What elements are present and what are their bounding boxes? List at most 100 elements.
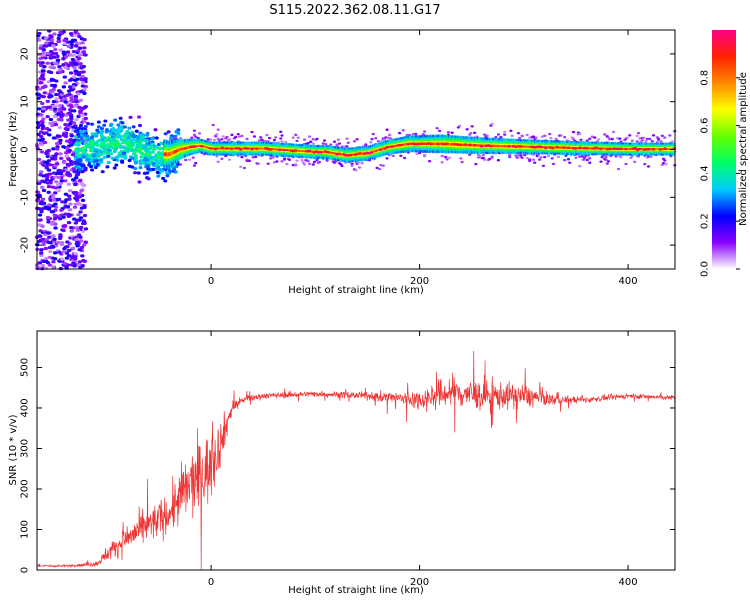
spectrogram-cell xyxy=(58,172,63,176)
spectrogram-cell xyxy=(50,193,56,197)
spectrogram-cell xyxy=(163,132,168,136)
spectrogram-cell xyxy=(86,144,91,148)
spectrogram-cell xyxy=(267,136,272,140)
spectrogram-cell xyxy=(112,149,117,154)
spectrogram-cell xyxy=(336,138,340,141)
spectrogram-cell xyxy=(44,237,50,242)
spectrogram-cell xyxy=(75,244,80,248)
spectrogram-cell xyxy=(63,97,68,101)
spectrogram-cell xyxy=(649,155,653,158)
spectrogram-cell xyxy=(70,38,76,42)
spectrogram-cell xyxy=(80,221,86,226)
spectrogram-cell xyxy=(379,163,383,167)
spectrogram-cell xyxy=(215,133,219,136)
spectrogram-cell xyxy=(478,154,482,158)
spectrogram-cell xyxy=(52,83,58,88)
spectrogram-cell xyxy=(648,137,652,141)
spectrogram-cell xyxy=(82,146,87,150)
spectrogram-cell xyxy=(66,214,71,219)
spectrogram-cell xyxy=(40,185,45,189)
spectrogram-cell xyxy=(242,166,247,170)
spectrogram-cell xyxy=(80,84,86,88)
spectrogram-cell xyxy=(588,157,592,160)
spectrogram-cell xyxy=(58,156,64,160)
spectrogram-cell xyxy=(271,156,275,159)
spectrogram-cell xyxy=(38,229,43,233)
spectrogram-cell xyxy=(559,134,563,137)
spectrogram-cell xyxy=(83,240,88,244)
spectrogram-cell xyxy=(550,157,554,160)
spectrogram-cell xyxy=(76,233,82,237)
spectrogram-cell xyxy=(123,148,128,152)
spectrogram-cell xyxy=(39,119,45,124)
spectrogram-cell xyxy=(389,137,393,140)
spectrogram-cell xyxy=(78,130,83,134)
spectrogram-cell xyxy=(581,158,586,161)
spectrogram-cell xyxy=(256,162,260,165)
spectrogram-cell xyxy=(483,158,487,161)
spectrogram-cell xyxy=(184,158,188,162)
spectrogram-cell xyxy=(236,132,240,136)
spectrogram-cell xyxy=(72,170,77,174)
spectrogram-cell xyxy=(83,116,88,121)
spectrogram-cell xyxy=(71,139,77,143)
spectrogram-cell xyxy=(120,121,125,125)
spectrogram-cell xyxy=(549,136,553,140)
spectrogram-cell xyxy=(240,134,244,138)
spectrogram-cell xyxy=(422,130,427,133)
spectrogram-cell xyxy=(66,157,72,161)
spectrogram-cell xyxy=(124,138,129,142)
spectrogram-cell xyxy=(74,173,79,177)
spectrogram-cell xyxy=(48,241,53,245)
spectrogram-cell xyxy=(65,205,71,209)
spectrogram-cell xyxy=(427,160,432,163)
spectrogram-cell xyxy=(54,142,60,146)
spectrogram-cell xyxy=(41,239,47,244)
spectrogram-cell xyxy=(272,138,277,142)
spectrogram-cell xyxy=(47,263,52,267)
spectrogram-cell xyxy=(159,169,164,173)
spectrogram-cell xyxy=(61,30,66,34)
spectrogram-cell xyxy=(82,205,87,210)
spectrogram-cell xyxy=(43,233,48,237)
spectrogram-cell xyxy=(650,139,654,143)
spectrogram-cell xyxy=(217,139,222,142)
spectrogram-cell xyxy=(80,163,85,168)
spectrogram-cell xyxy=(307,162,312,166)
spectrogram-cell xyxy=(73,104,78,108)
spectrogram-cell xyxy=(374,136,378,140)
spectrogram-cell xyxy=(115,139,120,143)
spectrogram-cell xyxy=(56,189,62,193)
spectrogram-cell xyxy=(63,55,69,59)
spectrogram-cell xyxy=(371,132,375,136)
spectrogram-cell xyxy=(619,156,623,159)
spectrogram-cell xyxy=(49,210,55,214)
spectrogram-cell xyxy=(115,128,120,132)
spectrogram-cell xyxy=(585,158,589,162)
spectrogram-cell xyxy=(483,133,487,136)
spectrogram-cell xyxy=(37,138,43,142)
spectrogram-cell xyxy=(311,163,315,166)
spectrogram-cell xyxy=(92,163,97,167)
spectrogram-cell xyxy=(307,135,312,138)
spectrogram-cell xyxy=(77,179,83,183)
spectrogram-cell xyxy=(69,43,75,47)
spectrogram-cell xyxy=(159,163,164,167)
spectrogram-cell xyxy=(633,160,637,164)
spectrogram-cell xyxy=(212,138,217,142)
spectrogram-cell xyxy=(74,165,79,169)
spectrogram-cell xyxy=(130,130,135,134)
spectrogram-cell xyxy=(95,128,100,132)
spectrogram-cell xyxy=(147,167,152,171)
spectrogram-cell xyxy=(578,132,582,136)
spectrogram-cell xyxy=(459,157,463,160)
spectrogram-cell xyxy=(664,163,668,166)
spectrogram-cell xyxy=(133,171,138,175)
spectrogram-cell xyxy=(73,202,79,206)
spectrogram-cell xyxy=(69,115,74,119)
spectrogram-cell xyxy=(72,61,78,66)
spectrogram-cell xyxy=(133,161,138,165)
spectrogram-cell xyxy=(50,204,56,208)
spectrogram-cell xyxy=(88,148,93,153)
spectrogram-cell xyxy=(514,154,518,157)
